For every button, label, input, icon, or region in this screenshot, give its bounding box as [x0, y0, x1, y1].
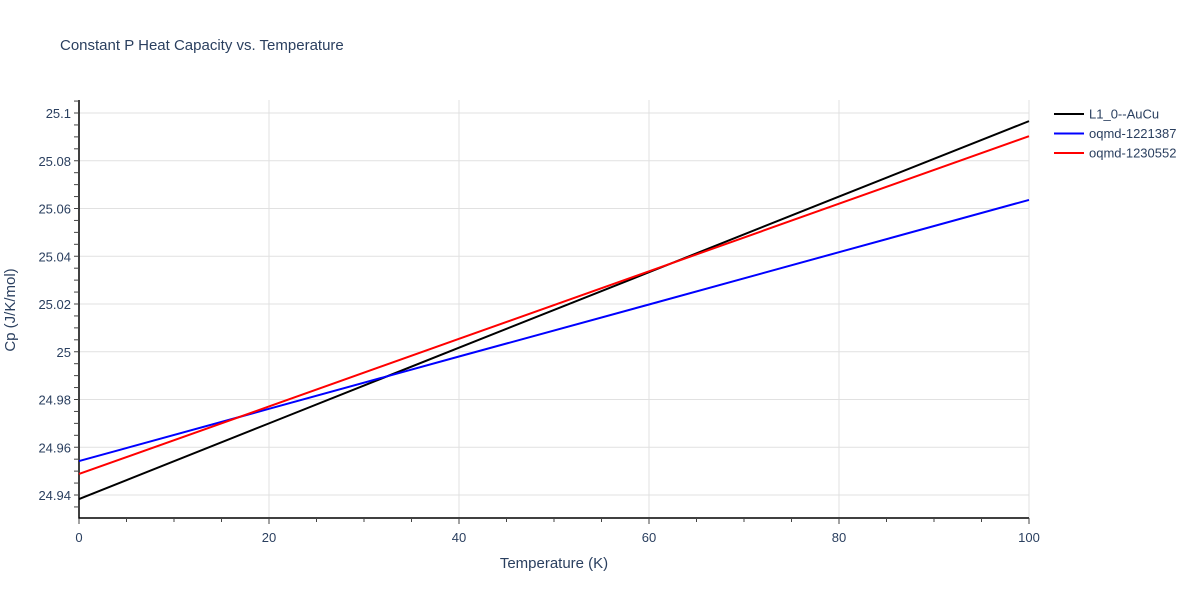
- y-tick-label: 24.96: [38, 440, 71, 455]
- legend-label: L1_0--AuCu: [1089, 107, 1159, 122]
- series-line-oqmd-1230552: [78, 135, 1030, 475]
- y-tick-label: 25.08: [38, 154, 71, 169]
- x-tick-label: 60: [642, 530, 656, 545]
- series-line-L1_0--AuCu: [78, 120, 1030, 500]
- x-tick-label: 80: [832, 530, 846, 545]
- y-tick-label: 25: [57, 345, 71, 360]
- y-tick-label: 25.06: [38, 202, 71, 217]
- chart-title: Constant P Heat Capacity vs. Temperature: [60, 37, 344, 54]
- legend: L1_0--AuCu oqmd-1221387 oqmd-1230552: [1054, 107, 1176, 161]
- axes: 24.94 24.96 24.98 25 25.02 25.04 25.06 25.08 25.…: [38, 100, 1040, 545]
- x-tick-label: 40: [452, 530, 466, 545]
- y-tick-label: 25.02: [38, 297, 71, 312]
- series-lines: [78, 120, 1030, 500]
- y-tick-label: 25.04: [38, 249, 71, 264]
- x-tick-label: 100: [1018, 530, 1040, 545]
- legend-label: oqmd-1230552: [1089, 146, 1176, 161]
- x-tick-label: 0: [75, 530, 82, 545]
- y-tick-label: 24.98: [38, 393, 71, 408]
- legend-label: oqmd-1221387: [1089, 126, 1176, 141]
- y-tick-label: 24.94: [38, 488, 71, 503]
- x-tick-label: 20: [262, 530, 276, 545]
- series-line-oqmd-1221387: [78, 198, 1030, 463]
- y-axis-label: Cp (J/K/mol): [2, 268, 19, 351]
- y-tick-label: 25.1: [46, 106, 71, 121]
- x-axis-label: Temperature (K): [500, 555, 608, 572]
- grid: [79, 100, 1030, 518]
